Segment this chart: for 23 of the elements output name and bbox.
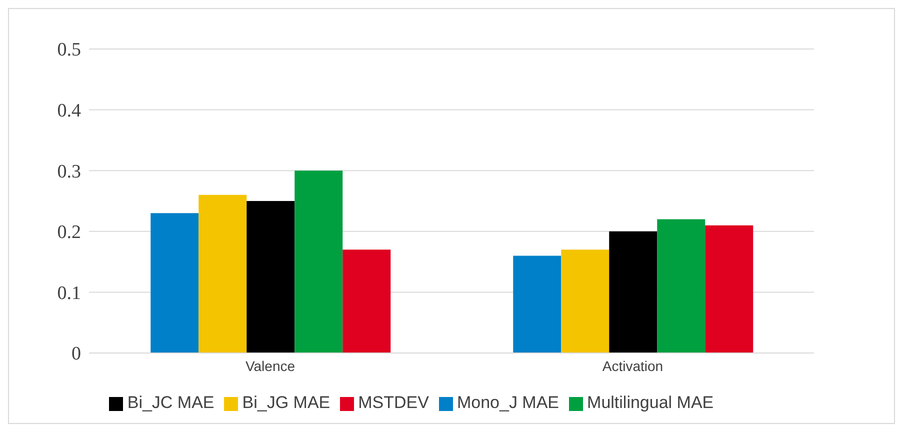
bar	[342, 250, 391, 353]
x-tick-label: Valence	[245, 358, 296, 374]
bar	[561, 250, 610, 353]
y-tick-label: 0.3	[57, 161, 81, 182]
y-tick-label: 0.2	[57, 222, 81, 244]
legend-label: MSTDEV	[358, 393, 429, 412]
bar	[150, 213, 199, 353]
bar	[513, 256, 562, 353]
legend-label: Mono_J MAE	[456, 393, 560, 412]
legend-label: Bi_JG MAE	[242, 393, 330, 412]
bar	[294, 170, 343, 353]
bar	[198, 194, 247, 353]
x-tick-label: Activation	[602, 358, 664, 374]
y-tick-label: 0.1	[57, 282, 81, 304]
bar	[657, 219, 706, 353]
bar	[705, 225, 754, 353]
legend-label: Multilingual MAE	[587, 393, 714, 412]
y-tick-label: 0.5	[57, 40, 81, 61]
bar	[246, 201, 295, 353]
legend-label: Bi_JC MAE	[127, 393, 214, 412]
y-tick-label: 0	[72, 344, 81, 365]
bar	[609, 231, 658, 353]
y-tick-label: 0.4	[57, 100, 82, 122]
